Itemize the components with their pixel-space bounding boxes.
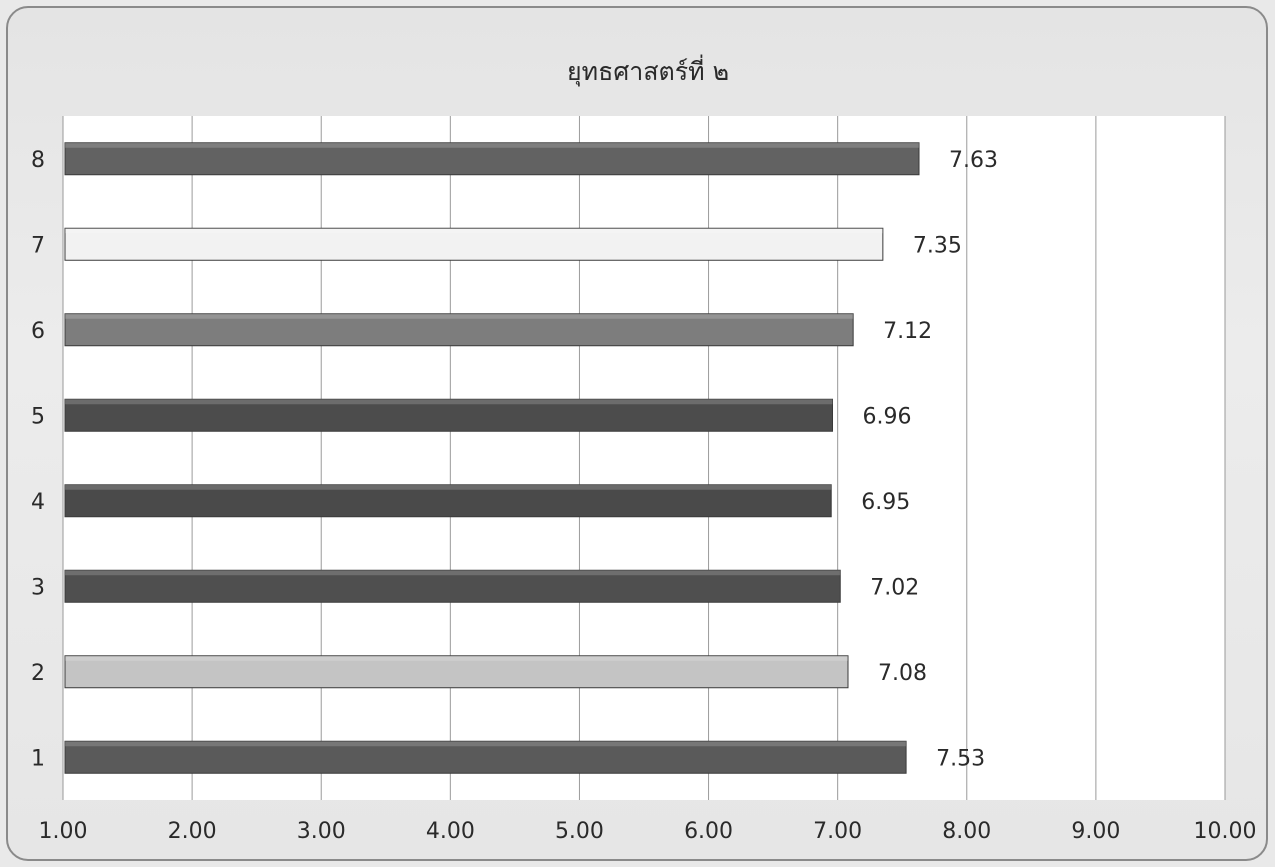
y-tick-label: 3 [31,575,45,600]
bar-highlight-7 [65,228,883,233]
bar-highlight-8 [65,143,919,148]
bar-chart: ยุทธศาสตร์ที่ ๒ 1 2 3 4 5 6 7 8 1.00 2.00 3.00 4.0… [8,8,1268,861]
data-label-1: 7.53 [936,746,985,771]
y-tick-label: 5 [31,404,45,429]
x-tick-label: 1.00 [39,819,88,844]
data-label-4: 6.95 [861,490,910,515]
data-label-3: 7.02 [870,575,919,600]
x-tick-label: 2.00 [168,819,217,844]
chart-frame: ยุทธศาสตร์ที่ ๒ 1 2 3 4 5 6 7 8 1.00 2.00 3.00 4.0… [6,6,1268,861]
data-label-7: 7.35 [913,233,962,258]
data-label-6: 7.12 [883,319,932,344]
bar-highlight-3 [65,570,840,575]
x-tick-label: 10.00 [1194,819,1257,844]
x-tick-label: 4.00 [426,819,475,844]
data-label-5: 6.96 [863,404,912,429]
x-tick-label: 3.00 [297,819,346,844]
bar-highlight-4 [65,485,831,490]
x-axis-ticks: 1.00 2.00 3.00 4.00 5.00 6.00 7.00 8.00 9.00 10.0… [39,819,1257,844]
y-tick-label: 6 [31,319,45,344]
x-tick-label: 9.00 [1071,819,1120,844]
y-tick-label: 2 [31,661,45,686]
plot-area [63,116,1225,800]
bar-highlight-1 [65,741,906,746]
x-tick-label: 6.00 [684,819,733,844]
data-label-2: 7.08 [878,661,927,686]
x-tick-label: 5.00 [555,819,604,844]
y-tick-label: 4 [31,490,45,515]
x-tick-label: 7.00 [813,819,862,844]
y-tick-label: 1 [31,746,45,771]
bar-highlight-2 [65,656,848,661]
data-label-8: 7.63 [949,148,998,173]
y-tick-label: 8 [31,148,45,173]
chart-title: ยุทธศาสตร์ที่ ๒ [567,54,729,87]
bar-highlight-6 [65,314,853,319]
x-tick-label: 8.00 [942,819,991,844]
y-axis-ticks: 1 2 3 4 5 6 7 8 [31,148,45,772]
bar-highlight-5 [65,399,833,404]
y-tick-label: 7 [31,233,45,258]
